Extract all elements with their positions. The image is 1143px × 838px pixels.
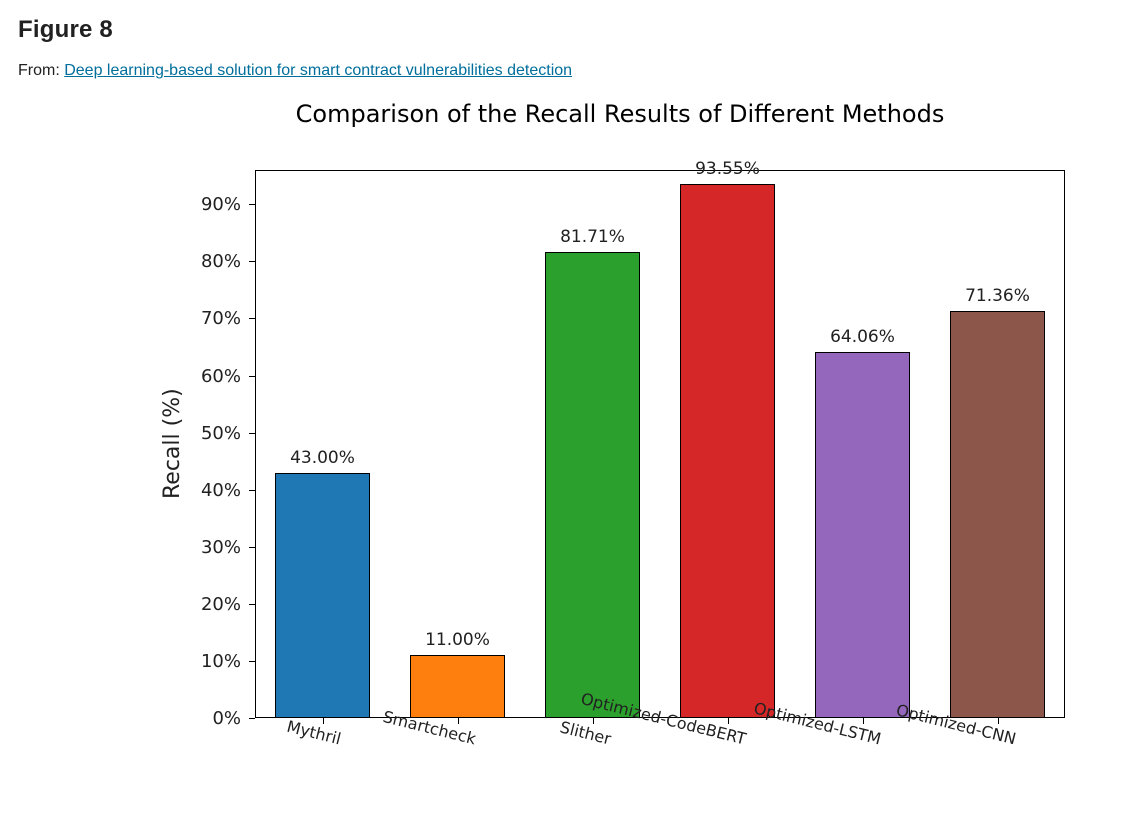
chart-axes: Recall (%) 0%10%20%30%40%50%60%70%80%90%… [120, 134, 1095, 838]
bar-value-label: 81.71% [543, 227, 643, 247]
bar-value-label: 43.00% [273, 448, 373, 468]
y-tick-mark [249, 318, 255, 319]
bar-value-label: 64.06% [813, 327, 913, 347]
y-tick-mark [249, 261, 255, 262]
bar [815, 352, 910, 718]
plot-area [255, 170, 1065, 718]
y-tick-mark [249, 204, 255, 205]
bar [545, 252, 640, 718]
chart-container: Comparison of the Recall Results of Diff… [120, 100, 1120, 810]
from-line: From: Deep learning-based solution for s… [18, 62, 1125, 80]
y-tick-label: 50% [185, 423, 241, 444]
y-tick-label: 60% [185, 366, 241, 387]
figure-label: Figure 8 [18, 16, 1125, 44]
bar [275, 473, 370, 718]
source-article-link[interactable]: Deep learning-based solution for smart c… [64, 62, 572, 79]
y-tick-label: 80% [185, 251, 241, 272]
y-tick-mark [249, 604, 255, 605]
x-tick-mark [863, 718, 864, 724]
page-root: Figure 8 From: Deep learning-based solut… [0, 0, 1143, 823]
y-axis-label: Recall (%) [160, 388, 185, 499]
y-tick-label: 90% [185, 194, 241, 215]
x-tick-mark [998, 718, 999, 724]
y-tick-mark [249, 547, 255, 548]
y-tick-mark [249, 490, 255, 491]
bar-value-label: 93.55% [678, 159, 778, 179]
y-tick-mark [249, 661, 255, 662]
bar-value-label: 71.36% [948, 286, 1048, 306]
x-tick-mark [728, 718, 729, 724]
from-prefix: From: [18, 62, 64, 79]
x-tick-mark [593, 718, 594, 724]
y-tick-label: 40% [185, 480, 241, 501]
y-tick-label: 70% [185, 308, 241, 329]
x-tick-mark [458, 718, 459, 724]
y-tick-label: 10% [185, 651, 241, 672]
y-tick-mark [249, 433, 255, 434]
bar [680, 184, 775, 718]
y-tick-mark [249, 376, 255, 377]
bar-value-label: 11.00% [408, 630, 508, 650]
bar [950, 311, 1045, 718]
y-tick-label: 20% [185, 594, 241, 615]
y-tick-label: 30% [185, 537, 241, 558]
chart-title: Comparison of the Recall Results of Diff… [120, 100, 1120, 128]
x-tick-mark [323, 718, 324, 724]
